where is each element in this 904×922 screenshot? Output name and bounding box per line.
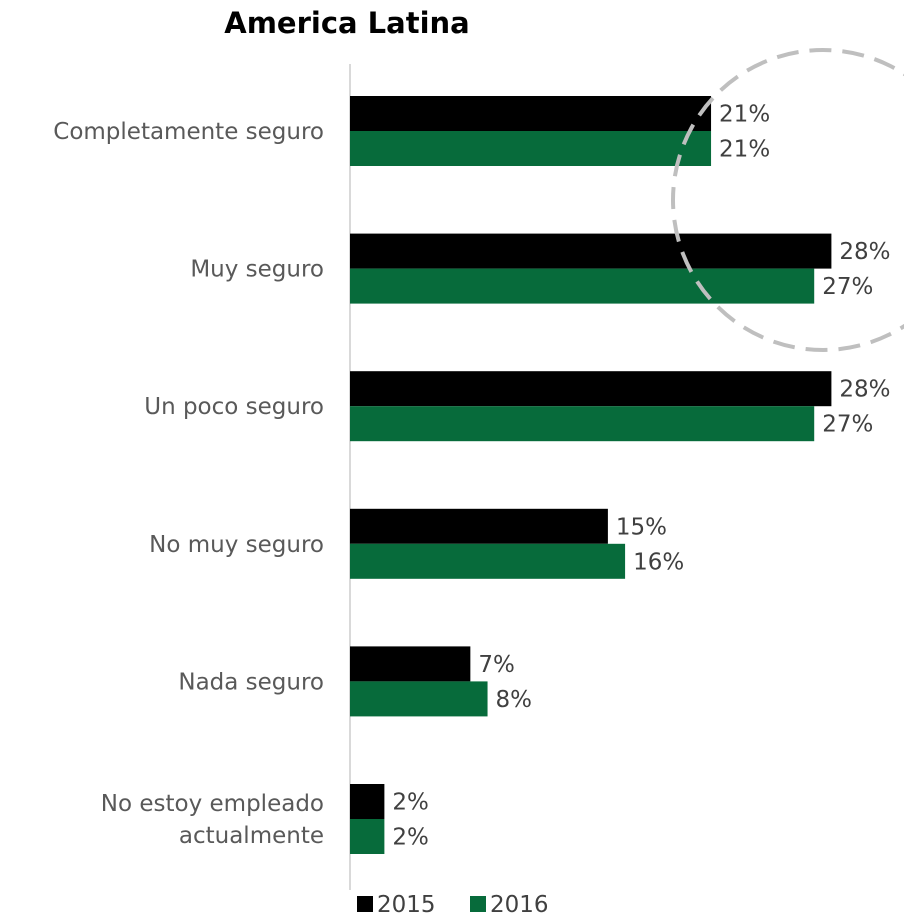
bar-2015 (350, 96, 712, 131)
data-label: 28% (839, 377, 890, 403)
bar-2016 (350, 131, 712, 166)
category-label-line: Nada seguro (178, 669, 324, 695)
data-label: 21% (719, 102, 770, 128)
legend-swatch-2016 (470, 896, 486, 912)
legend-label: 2016 (490, 892, 549, 918)
bar-2015 (350, 371, 832, 407)
data-label: 27% (822, 274, 873, 300)
data-label: 7% (478, 652, 515, 678)
highlight-circle-annotation (671, 48, 904, 352)
category-label-line: No estoy empleado (101, 791, 324, 817)
category-label: No estoy empleado actualmente (101, 791, 324, 849)
bar-2015 (350, 646, 471, 682)
data-label: 8% (496, 687, 532, 713)
category-label-line: Completamente seguro (53, 119, 324, 145)
chart-title: America Latina (224, 6, 470, 40)
category-label: Completamente seguro (53, 119, 324, 145)
bar-2016 (350, 406, 815, 442)
category-label-line: Un poco seguro (144, 394, 324, 420)
category-label: No muy seguro (149, 532, 324, 558)
category-label: Nada seguro (178, 669, 324, 695)
data-label: 15% (616, 514, 667, 540)
category-label: Muy seguro (190, 257, 324, 283)
bar-2015 (350, 508, 608, 544)
bar-2016 (350, 268, 815, 304)
data-label: 16% (633, 549, 684, 575)
bar-2016 (350, 819, 385, 854)
category-label: Un poco seguro (144, 394, 324, 420)
data-label: 21% (719, 137, 770, 163)
bar-2015 (350, 233, 832, 269)
data-label: 2% (392, 790, 429, 816)
data-label: 28% (839, 239, 890, 265)
bar-2016 (350, 543, 626, 579)
data-label: 2% (392, 825, 429, 851)
legend-label: 2015 (377, 892, 436, 918)
data-label: 27% (822, 412, 873, 438)
category-label-line: actualmente (179, 823, 324, 849)
category-label-line: Muy seguro (190, 257, 324, 283)
legend-swatch-2015 (357, 896, 373, 912)
bar-2015 (350, 784, 385, 819)
category-label-line: No muy seguro (149, 532, 324, 558)
bar-2016 (350, 681, 488, 717)
